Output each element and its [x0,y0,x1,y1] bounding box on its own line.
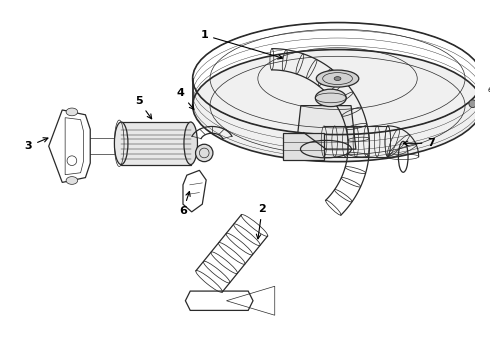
Text: 4: 4 [176,88,194,109]
Text: e: e [487,85,490,94]
Text: 7: 7 [403,138,435,148]
Ellipse shape [184,122,197,165]
Ellipse shape [196,144,213,162]
Ellipse shape [193,50,483,162]
Polygon shape [121,122,191,165]
Ellipse shape [114,122,128,165]
Text: 5: 5 [135,96,151,119]
Ellipse shape [66,177,78,184]
Text: 2: 2 [256,204,266,239]
Ellipse shape [316,70,359,87]
Ellipse shape [334,77,341,81]
Polygon shape [296,105,356,149]
Text: 6: 6 [179,192,190,216]
Ellipse shape [316,89,346,107]
Text: 1: 1 [200,30,283,59]
Ellipse shape [469,100,477,108]
Text: 3: 3 [24,138,48,151]
Ellipse shape [66,108,78,116]
Polygon shape [283,133,324,160]
